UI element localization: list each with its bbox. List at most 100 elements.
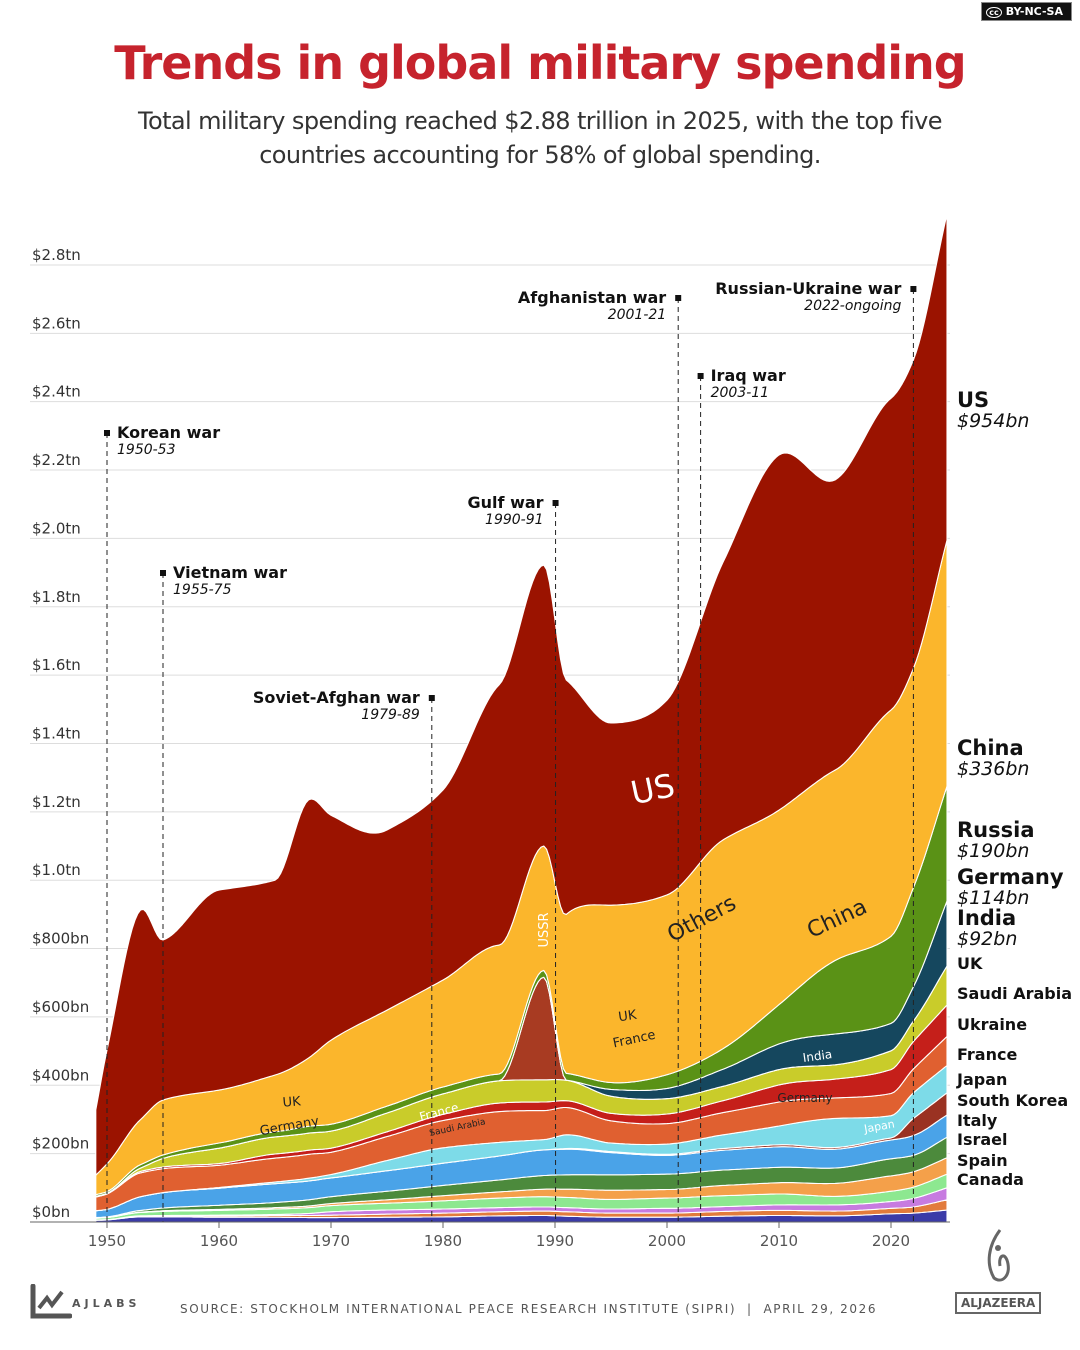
annotation-label: Soviet-Afghan war [253,688,420,707]
end-label-india: India $92bn [957,906,1018,951]
annotation-years: 1955-75 [173,582,232,598]
annotation-years: 1979-89 [361,707,420,723]
y-tick-label: $2.8tn [32,246,81,264]
end-label-name: South Korea [957,1091,1069,1110]
in-chart-label-uk_early: UK [282,1094,302,1111]
y-tick-label: $800bn [32,930,89,948]
y-tick-label: $400bn [32,1066,89,1084]
x-tick-label: 2010 [760,1232,798,1250]
license-badge: cc BY-NC-SA [981,2,1072,21]
end-label-name: France [957,1045,1018,1064]
gridlines: $0bn $200bn $400bn $600bn $800bn $1.0tn $1.2tn… [30,246,950,1223]
y-tick-label: $1.6tn [32,656,81,674]
end-label-us: US $954bn [957,388,1030,433]
y-tick-label: $2.4tn [32,383,81,401]
aljazeera-logo: ALJAZEERA [955,1292,1042,1314]
end-label-name: Russia [957,818,1035,842]
x-tick-label: 2020 [872,1232,910,1250]
end-label-value: $954bn [957,410,1030,432]
y-tick-label: $1.2tn [32,793,81,811]
x-tick-label: 1960 [200,1232,238,1250]
annotation-label: Afghanistan war [518,288,666,307]
end-label-ukraine: Ukraine [957,1015,1027,1034]
end-label-saudi-arabia: Saudi Arabia [957,984,1072,1003]
annotation-label: Gulf war [468,493,544,512]
annotation-marker [428,695,435,701]
in-chart-label-japan_late: Japan [862,1117,895,1135]
ajlabs-brand: AJLABS [72,1297,141,1310]
y-tick-label: $1.0tn [32,861,81,879]
end-label-israel: Israel [957,1130,1008,1149]
annotation-marker [910,286,917,292]
end-label-uk: UK [957,954,982,973]
end-label-name: Italy [957,1111,998,1130]
annotation-years: 1950-53 [117,442,176,458]
annotation-label: Russian-Ukraine war [715,279,901,298]
y-tick-label: $1.4tn [32,724,81,742]
annotation-marker [104,430,110,436]
aljazeera-emblem-icon [987,1229,1010,1282]
end-label-name: US [957,388,990,412]
x-tick-label: 1970 [312,1232,350,1250]
x-tick-label: 2000 [648,1232,686,1250]
end-label-italy: Italy [957,1111,997,1130]
annotation-label: Vietnam war [173,563,287,582]
y-tick-label: $1.8tn [32,588,81,606]
end-label-name: UK [957,954,983,973]
in-chart-label-germany_late: Germany [777,1091,832,1105]
source-note: SOURCE: STOCKHOLM INTERNATIONAL PEACE RE… [180,1302,878,1316]
x-tick-label: 1980 [424,1232,462,1250]
end-label-name: Canada [957,1170,1024,1189]
axes: 1950 1960 1970 1980 1990 2000 2010 2020 [30,1221,950,1250]
end-label-russia: Russia $190bn [957,818,1035,863]
chart-subtitle: Total military spending reached $2.88 tr… [138,107,942,169]
chart-title: Trends in global military spending [114,36,966,90]
end-label-germany: Germany $114bn [957,865,1064,910]
y-tick-label: $200bn [32,1135,89,1153]
end-label-name: Japan [957,1070,1008,1089]
y-tick-label: $2.6tn [32,314,81,332]
end-label-value: $336bn [957,758,1030,780]
end-label-name: China [957,736,1024,760]
cc-icon: cc [986,7,1002,18]
license-text: BY-NC-SA [1005,5,1063,18]
annotation-label: Iraq war [711,366,786,385]
annotation-marker [697,373,704,379]
x-tick-label: 1950 [88,1232,126,1250]
end-label-france: France [957,1045,1017,1064]
x-tick-label: 1990 [536,1232,574,1250]
end-label-value: $114bn [957,887,1030,909]
annotation-years: 2001-21 [608,307,667,323]
in-chart-label-india_late: India [802,1047,833,1065]
annotation-years: 2003-11 [711,385,770,401]
end-label-name: Saudi Arabia [957,984,1073,1003]
area-bands [95,213,948,1223]
y-tick-label: $0bn [32,1203,70,1221]
end-label-value: $190bn [957,840,1030,862]
y-tick-label: $600bn [32,998,89,1016]
annotation-label: Korean war [117,423,220,442]
end-label-spain: Spain [957,1151,1008,1170]
end-label-name: India [957,906,1017,930]
annotation-marker [552,500,559,506]
end-label-japan: Japan [957,1070,1007,1089]
end-label-name: Spain [957,1151,1008,1170]
annotation-marker [675,295,682,301]
y-tick-label: $2.0tn [32,519,81,537]
ajlabs-logo-icon [30,1284,72,1319]
annotation-years: 2022-ongoing [804,298,901,314]
annotation-marker [160,570,166,576]
end-label-name: Ukraine [957,1015,1028,1034]
end-label-name: Germany [957,865,1064,889]
end-label-name: Israel [957,1130,1008,1149]
in-chart-label-us: US [627,766,678,812]
end-label-value: $92bn [957,928,1018,950]
in-chart-label-uk_late: UK [618,1008,638,1025]
in-chart-label-ussr: USSR [537,912,552,947]
annotation-years: 1990-91 [485,512,544,528]
y-tick-label: $2.2tn [32,451,81,469]
end-label-china: China $336bn [957,736,1030,781]
